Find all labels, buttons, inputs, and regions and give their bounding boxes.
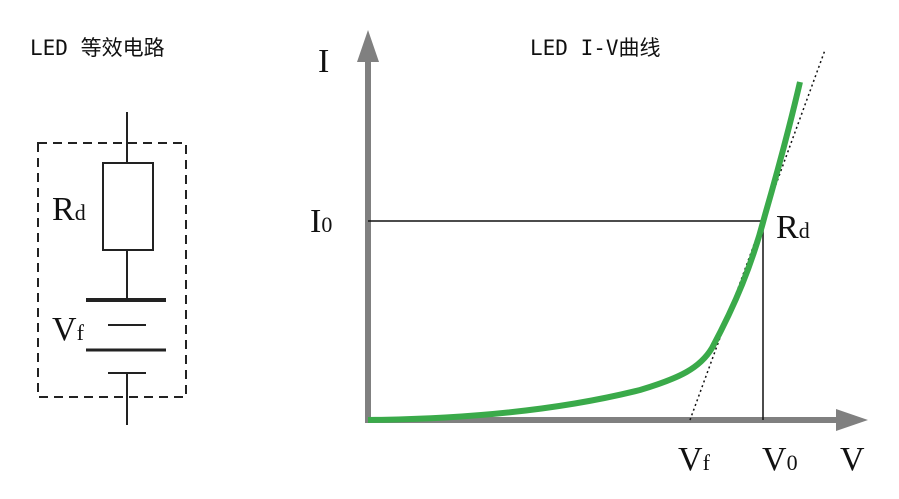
circuit-wires bbox=[86, 112, 166, 425]
label-sub: f bbox=[77, 320, 85, 345]
forward-voltage-label: Vf bbox=[678, 441, 711, 478]
label-main: I bbox=[310, 203, 321, 240]
label-sub: d bbox=[75, 200, 86, 225]
slope-label: Rd bbox=[776, 209, 810, 246]
label-main: R bbox=[52, 191, 75, 228]
label-main: R bbox=[776, 209, 799, 246]
label-sub: 0 bbox=[787, 450, 798, 475]
label-sub: d bbox=[799, 218, 810, 243]
current-point-label: I0 bbox=[310, 203, 332, 240]
voltage-point-label: V0 bbox=[762, 441, 798, 478]
circuit-title: LED 等效电路 bbox=[30, 36, 165, 60]
resistor-label: Rd bbox=[52, 191, 86, 228]
iv-curve bbox=[367, 81, 803, 423]
label-main: V bbox=[762, 441, 787, 478]
label-main: V bbox=[52, 311, 77, 348]
source-label: Vf bbox=[52, 311, 85, 348]
label-sub: 0 bbox=[321, 212, 332, 237]
label-sub: f bbox=[703, 450, 711, 475]
label-main: V bbox=[678, 441, 703, 478]
equivalent-box bbox=[37, 142, 187, 398]
y-axis-label: I bbox=[318, 43, 329, 80]
x-axis-label: V bbox=[840, 441, 865, 478]
graph-title: LED I-V曲线 bbox=[530, 36, 661, 60]
